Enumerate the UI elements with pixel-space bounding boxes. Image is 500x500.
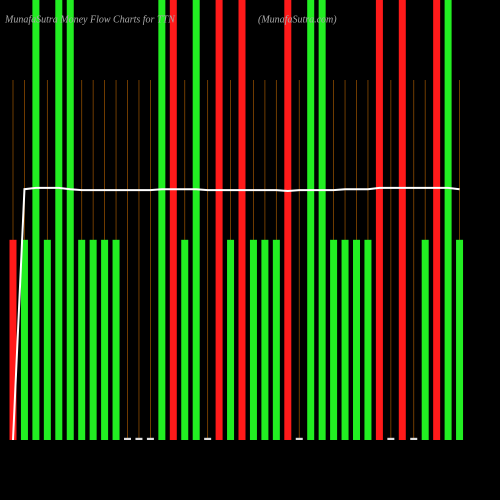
flow-line: [12, 186, 460, 441]
bar: [421, 239, 429, 440]
bar: [295, 437, 303, 440]
bar: [55, 0, 63, 440]
bar: [124, 437, 131, 440]
bar: [112, 239, 120, 440]
bars: [9, 0, 464, 440]
bar: [135, 437, 143, 440]
bar: [66, 0, 74, 440]
chart-subtitle: (MunafaSutra.com): [258, 14, 337, 25]
bar: [456, 239, 464, 440]
bar: [261, 239, 269, 440]
bar: [398, 0, 406, 440]
bar: [89, 239, 97, 440]
bar: [158, 0, 166, 440]
bar: [192, 0, 200, 440]
bar: [78, 239, 86, 440]
bar: [9, 239, 17, 440]
bar: [227, 239, 235, 440]
bar: [204, 437, 212, 440]
bar: [284, 0, 292, 440]
bar: [364, 239, 372, 440]
bar: [20, 239, 28, 440]
bar: [249, 239, 257, 440]
bar: [387, 437, 395, 440]
chart-title: MunafaSutra Money Flow Charts for TTN: [4, 14, 176, 25]
bar: [444, 0, 452, 440]
bar: [32, 0, 40, 440]
bar: [375, 0, 383, 440]
bar: [272, 239, 280, 440]
bar: [181, 239, 189, 440]
bar: [341, 239, 349, 440]
bar: [101, 239, 109, 440]
bar: [215, 0, 223, 440]
bar: [330, 239, 338, 440]
bar: [318, 0, 326, 440]
bar: [433, 0, 441, 440]
bar: [410, 437, 418, 440]
bar: [146, 437, 154, 440]
bar: [353, 239, 360, 440]
bar: [43, 239, 51, 440]
bar: [307, 0, 315, 440]
bar: [238, 0, 246, 440]
bar: [169, 0, 177, 440]
